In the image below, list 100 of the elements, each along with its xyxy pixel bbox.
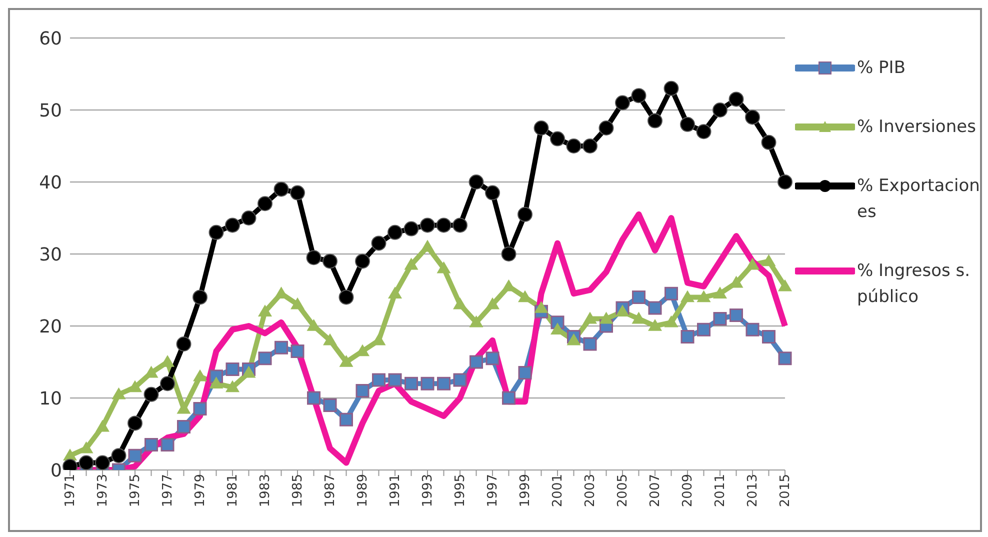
point xyxy=(468,174,484,190)
point xyxy=(696,290,711,302)
point xyxy=(177,420,190,434)
point xyxy=(632,312,646,324)
point xyxy=(371,236,386,251)
x-tick-label: 2001 xyxy=(550,474,566,508)
x-tick-label: 1989 xyxy=(356,474,371,508)
point xyxy=(193,369,207,382)
point xyxy=(404,258,418,270)
point xyxy=(420,240,434,252)
point xyxy=(128,448,142,462)
point xyxy=(648,301,662,315)
point xyxy=(453,297,467,310)
point xyxy=(762,330,776,344)
point xyxy=(226,380,240,392)
point xyxy=(583,337,597,351)
point xyxy=(501,246,516,262)
x-tick-label: 1973 xyxy=(96,474,111,508)
point xyxy=(128,380,142,392)
point xyxy=(680,290,694,302)
point xyxy=(453,373,467,387)
point xyxy=(778,279,792,292)
x-tick-label: 2005 xyxy=(616,474,631,508)
point xyxy=(404,376,418,390)
point xyxy=(728,92,744,107)
point xyxy=(778,352,792,366)
point xyxy=(599,312,614,324)
point xyxy=(469,315,484,328)
point xyxy=(486,352,500,366)
point xyxy=(664,80,679,96)
point xyxy=(112,387,126,400)
point xyxy=(583,312,597,324)
x-tick-label: 2009 xyxy=(680,474,696,508)
point xyxy=(664,286,678,300)
point xyxy=(470,355,483,369)
point xyxy=(420,376,434,390)
x-tick-label: 2003 xyxy=(583,474,598,508)
point xyxy=(436,218,452,233)
point xyxy=(550,131,565,146)
x-tick-label: 1997 xyxy=(486,474,501,508)
point xyxy=(160,438,174,452)
legend-label: % PIB xyxy=(857,57,906,80)
x-tick-label: 2013 xyxy=(746,474,761,508)
point xyxy=(518,206,532,222)
point xyxy=(307,391,320,405)
point xyxy=(193,402,207,416)
point xyxy=(746,322,760,336)
point xyxy=(778,174,792,190)
point xyxy=(96,420,110,432)
point xyxy=(730,308,743,322)
point xyxy=(486,297,500,310)
legend-label: % Inversiones xyxy=(857,116,976,139)
point xyxy=(274,340,288,354)
point xyxy=(226,362,240,376)
point xyxy=(274,182,289,197)
point xyxy=(258,304,272,316)
x-tick-label: 1991 xyxy=(388,474,404,508)
x-tick-label: 1981 xyxy=(226,474,241,508)
y-tick-label: 40 xyxy=(39,172,62,194)
point xyxy=(290,185,305,200)
x-tick-label: 1999 xyxy=(518,474,534,508)
point xyxy=(339,355,354,367)
point xyxy=(632,290,646,304)
x-tick-label: 1977 xyxy=(160,474,176,508)
x-tick-label: 1985 xyxy=(290,474,306,508)
legend-label: % Ingresos s. público xyxy=(857,260,971,309)
point xyxy=(713,312,727,326)
point xyxy=(598,120,614,136)
point xyxy=(697,322,710,336)
point xyxy=(338,290,354,305)
point xyxy=(420,218,435,233)
point xyxy=(388,373,402,387)
x-tick-label: 1971 xyxy=(63,474,78,508)
point xyxy=(452,218,468,233)
point xyxy=(762,254,776,266)
point xyxy=(356,384,370,398)
y-tick-label: 50 xyxy=(39,100,62,122)
x-tick-label: 1979 xyxy=(193,474,208,508)
point xyxy=(176,336,192,352)
point xyxy=(322,254,338,269)
point xyxy=(664,315,678,328)
point xyxy=(712,102,728,118)
x-tick-label: 1993 xyxy=(420,474,436,508)
point xyxy=(225,218,240,233)
point xyxy=(745,110,760,125)
point xyxy=(696,124,712,140)
x-tick-label: 2007 xyxy=(648,474,664,508)
x-tick-label: 1975 xyxy=(128,474,144,508)
point xyxy=(128,416,142,431)
x-tick-label: 2011 xyxy=(713,474,728,508)
point xyxy=(192,290,208,305)
point xyxy=(761,134,776,150)
point xyxy=(95,455,110,470)
point xyxy=(388,224,402,240)
point xyxy=(144,386,159,402)
point xyxy=(340,412,353,426)
point xyxy=(209,376,224,388)
point xyxy=(566,333,581,346)
point xyxy=(648,113,662,128)
point xyxy=(582,138,598,154)
